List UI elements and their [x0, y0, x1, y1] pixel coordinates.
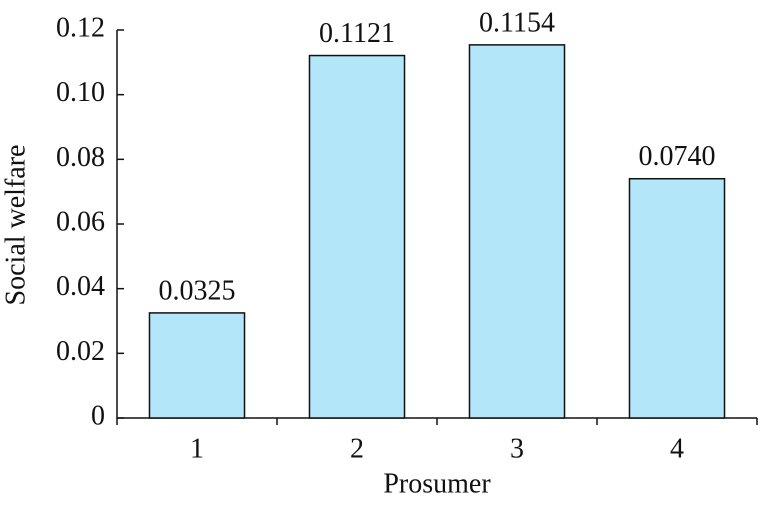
bar [628, 177, 726, 419]
y-tick-label: 0.04 [56, 271, 105, 302]
value-label: 0.1121 [319, 18, 395, 49]
x-tick-label: 3 [510, 433, 524, 464]
y-tick-label: 0.08 [56, 142, 105, 173]
y-tick-label: 0.10 [56, 77, 105, 108]
value-label: 0.0325 [159, 275, 236, 306]
bar [308, 54, 406, 419]
x-tick-label: 4 [670, 433, 684, 464]
x-tick-label: 2 [350, 433, 364, 464]
value-label: 0.0740 [639, 141, 716, 172]
x-axis-label: Prosumer [383, 468, 491, 499]
y-tick-label: 0.02 [56, 336, 105, 367]
y-tick-label: 0.12 [56, 12, 105, 43]
value-label: 0.1154 [479, 7, 555, 38]
y-tick-label: 0 [91, 400, 105, 431]
y-tick-label: 0.06 [56, 206, 105, 237]
x-tick-label: 1 [190, 433, 204, 464]
bar [148, 312, 246, 419]
bar [468, 44, 566, 419]
y-axis-label: Social welfare [0, 145, 31, 306]
